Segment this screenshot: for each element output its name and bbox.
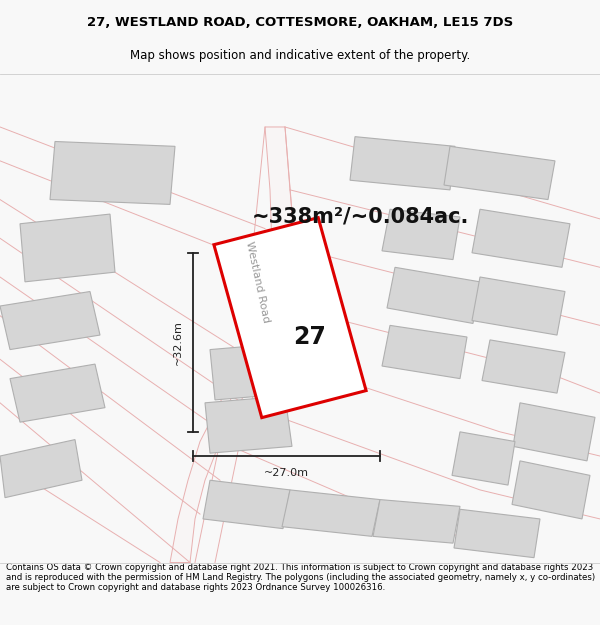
Polygon shape (0, 439, 82, 498)
Polygon shape (444, 146, 555, 199)
Polygon shape (10, 364, 105, 422)
Polygon shape (472, 209, 570, 268)
Polygon shape (382, 209, 460, 259)
Polygon shape (170, 127, 295, 563)
Polygon shape (387, 268, 480, 324)
Text: 27, WESTLAND ROAD, COTTESMORE, OAKHAM, LE15 7DS: 27, WESTLAND ROAD, COTTESMORE, OAKHAM, L… (87, 16, 513, 29)
Polygon shape (282, 490, 380, 536)
Polygon shape (512, 461, 590, 519)
Polygon shape (472, 277, 565, 335)
Polygon shape (210, 342, 296, 400)
Text: 27: 27 (293, 325, 326, 349)
Polygon shape (513, 402, 595, 461)
Text: ~338m²/~0.084ac.: ~338m²/~0.084ac. (251, 207, 469, 227)
Polygon shape (205, 396, 292, 453)
Text: Map shows position and indicative extent of the property.: Map shows position and indicative extent… (130, 49, 470, 62)
Polygon shape (0, 291, 100, 349)
Text: Westland Road: Westland Road (244, 240, 272, 324)
Text: Contains OS data © Crown copyright and database right 2021. This information is : Contains OS data © Crown copyright and d… (6, 562, 595, 592)
Polygon shape (214, 217, 366, 418)
Polygon shape (482, 340, 565, 393)
Polygon shape (20, 214, 115, 282)
Text: ~27.0m: ~27.0m (264, 468, 309, 478)
Polygon shape (350, 137, 455, 190)
Polygon shape (50, 141, 175, 204)
Text: ~32.6m: ~32.6m (173, 320, 183, 365)
Polygon shape (452, 432, 515, 485)
Polygon shape (203, 480, 290, 529)
Polygon shape (454, 509, 540, 558)
Polygon shape (382, 326, 467, 379)
Polygon shape (373, 499, 460, 543)
